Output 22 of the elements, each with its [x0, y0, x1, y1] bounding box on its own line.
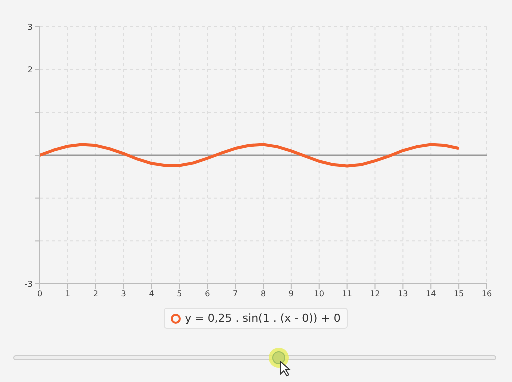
legend-label: y = 0,25 . sin(1 . (x - 0)) + 0	[185, 312, 341, 325]
y-tick-label: 3	[28, 22, 33, 32]
x-tick-label: 9	[288, 290, 294, 299]
x-tick-label: 14	[426, 290, 436, 299]
x-tick-label: 12	[370, 290, 380, 299]
x-tick-label: 8	[260, 290, 266, 299]
y-tick-label: 2	[28, 66, 33, 75]
x-tick-label: 15	[454, 290, 464, 299]
x-tick-label: 7	[233, 290, 238, 299]
x-tick-label: 3	[121, 290, 126, 299]
x-tick-label: 0	[37, 290, 43, 299]
x-tick-label: 10	[314, 290, 324, 299]
x-tick-label: 11	[342, 290, 352, 299]
x-tick-label: 13	[398, 290, 408, 299]
x-tick-label: 1	[65, 290, 70, 299]
y-tick-label: -3	[25, 280, 33, 289]
x-tick-label: 16	[482, 290, 492, 299]
x-tick-label: 4	[149, 290, 154, 299]
x-tick-label: 2	[93, 290, 98, 299]
x-tick-label: 5	[177, 290, 182, 299]
line-series	[40, 143, 461, 168]
x-tick-label: 6	[205, 290, 210, 299]
